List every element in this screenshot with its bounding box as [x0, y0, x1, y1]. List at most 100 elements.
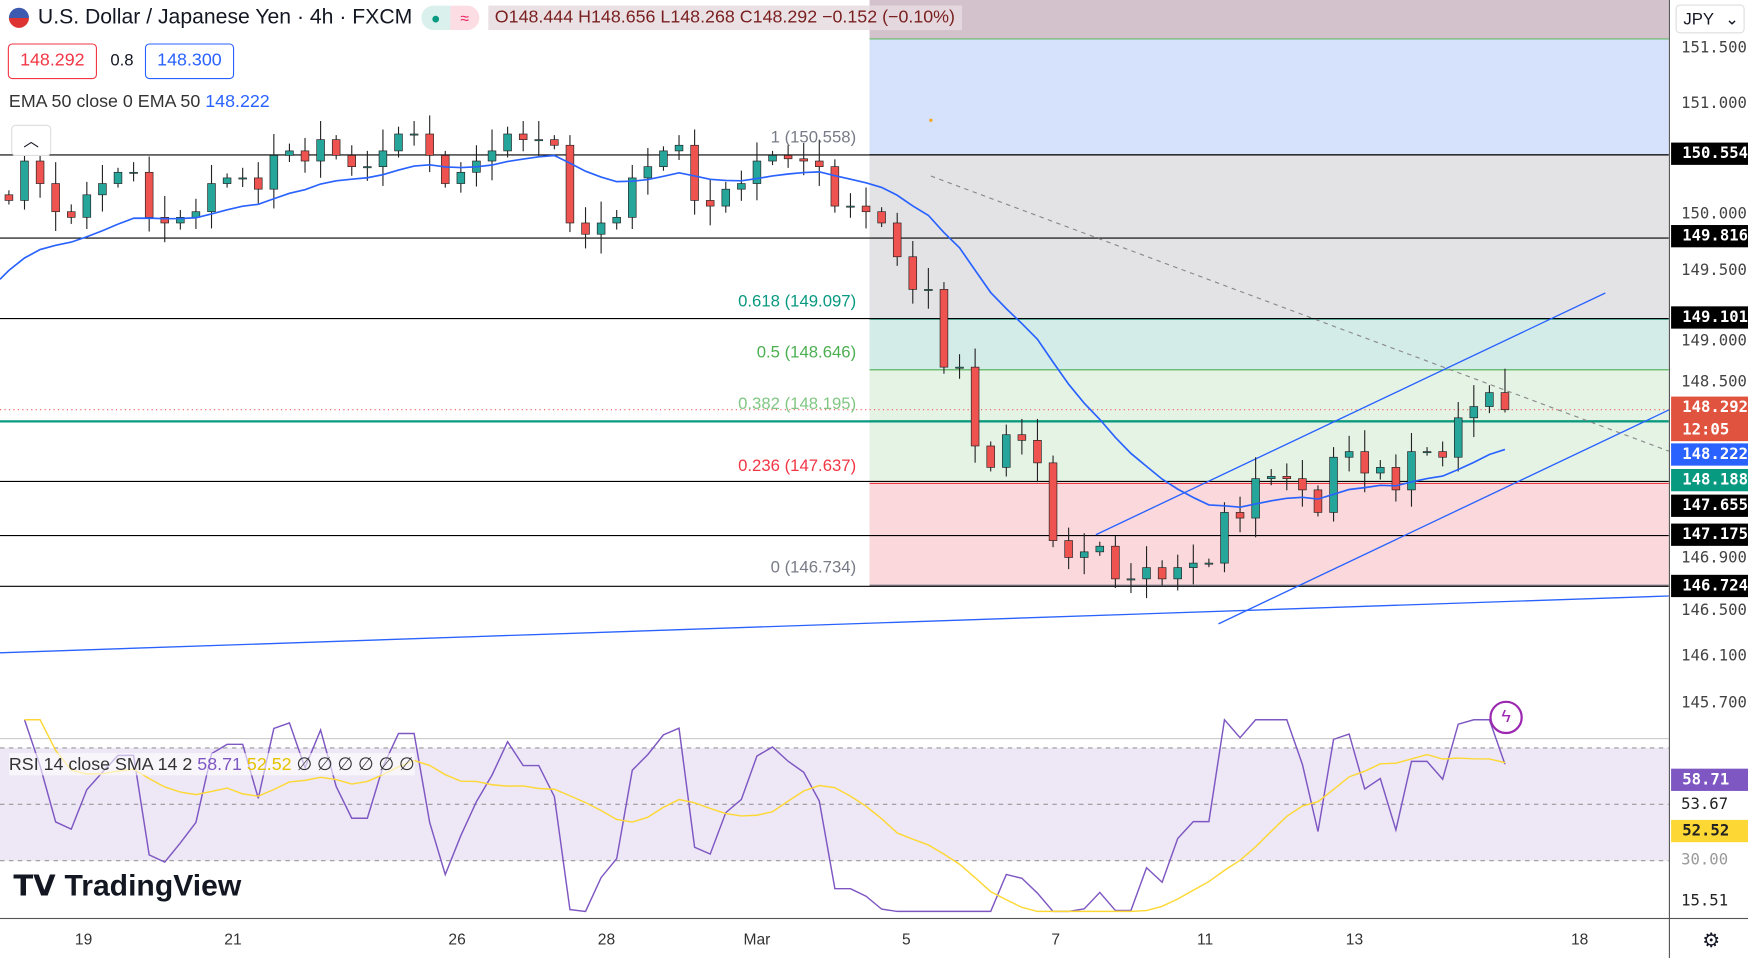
approx-icon: ≈	[450, 5, 480, 31]
candle-body	[1469, 406, 1479, 419]
candle-body	[799, 158, 808, 162]
channel-lower-line	[1218, 409, 1670, 625]
spread: 0.8	[110, 51, 134, 71]
lightning-icon[interactable]: ϟ	[1489, 700, 1523, 735]
price-level-tag: 147.655	[1671, 494, 1748, 517]
candle-body	[1360, 451, 1369, 474]
candle-body	[1002, 434, 1011, 468]
candle-body	[1391, 467, 1401, 491]
candle-body	[1407, 451, 1416, 491]
candle-body	[1142, 567, 1151, 580]
candle-body	[4, 194, 14, 201]
price-tick-label: 146.500	[1681, 601, 1747, 620]
price-tick-label: 148.500	[1681, 373, 1747, 392]
market-open-dot-icon: ●	[421, 5, 451, 31]
candle-body	[394, 133, 403, 152]
date-tick-label: 18	[1570, 930, 1589, 949]
candle-body	[1266, 476, 1276, 479]
candle-body	[160, 217, 169, 224]
candle-body	[1048, 462, 1058, 541]
candle-body	[441, 155, 450, 184]
candle-body	[285, 150, 294, 156]
candle-body	[737, 183, 746, 190]
fib-label: 0.5 (148.646)	[756, 343, 857, 363]
candle-body	[1251, 478, 1260, 519]
candle-body	[970, 366, 980, 447]
candle-body	[1282, 476, 1292, 479]
fib-label: 0 (146.734)	[770, 558, 857, 578]
time-axis[interactable]	[0, 917, 1748, 920]
rsi-legend[interactable]: RSI 14 close SMA 14 2 58.71 52.52 ∅ ∅ ∅ …	[8, 753, 415, 776]
sell-price-button[interactable]: 148.292	[7, 43, 97, 80]
candle-body	[98, 183, 107, 196]
candle-body	[207, 183, 216, 213]
fib-label: 0.618 (149.097)	[738, 292, 857, 312]
price-tick-label: 146.100	[1681, 647, 1747, 666]
candle-body	[1173, 567, 1182, 580]
candle-body	[830, 166, 840, 207]
candle-body	[955, 366, 964, 369]
candle-body	[783, 155, 793, 160]
fib-zone-1272	[869, 38, 1669, 155]
candle-body	[674, 144, 684, 152]
candle-body	[331, 139, 341, 156]
market-status[interactable]: ● ≈	[421, 5, 480, 31]
candle-body	[425, 133, 434, 156]
collapse-legend-button[interactable]: ︿	[11, 124, 52, 156]
candle-body	[924, 289, 933, 291]
candle-body	[1017, 434, 1027, 441]
candle-body	[550, 139, 559, 146]
settings-icon[interactable]: ⚙	[1702, 929, 1721, 952]
candle-body	[300, 150, 310, 162]
ema-legend[interactable]: EMA 50 close 0 EMA 50 148.222	[8, 92, 270, 112]
date-tick-label: Mar	[743, 930, 771, 949]
rsi-line	[23, 718, 1506, 913]
candle-body	[1033, 440, 1042, 464]
candle-body	[129, 171, 138, 174]
candle-body	[1422, 451, 1432, 454]
candle-body	[1344, 451, 1354, 458]
candle-body	[534, 139, 544, 142]
candle-body	[659, 150, 668, 167]
candle-body	[877, 211, 886, 224]
rsi-value-tag: 58.71	[1671, 768, 1748, 791]
candle-body	[1157, 567, 1167, 580]
ohlc-readout: O148.444 H148.656 L148.268 C148.292 −0.1…	[488, 5, 962, 31]
price-tick-label: 149.500	[1681, 261, 1747, 280]
tradingview-logo[interactable]: 𝗧𝗩 TradingView	[13, 868, 242, 903]
candle-body	[1500, 392, 1510, 411]
price-level-tag: 149.101	[1671, 306, 1748, 329]
chevron-down-icon: ⌄	[1725, 10, 1740, 29]
rsi-sma-line	[24, 719, 1506, 913]
price-level-tag: 149.816	[1671, 225, 1748, 248]
price-level-tag: 147.175	[1671, 523, 1748, 546]
candle-body	[939, 289, 949, 368]
currency-select[interactable]: JPY ⌄	[1675, 4, 1745, 34]
rsi-mid-label: 53.67	[1681, 795, 1729, 814]
date-tick-label: 19	[74, 930, 93, 949]
candle-body	[721, 188, 731, 207]
price-axis[interactable]: JPY ⌄ 151.500 151.000 150.000 149.500 149.000…	[1668, 0, 1748, 958]
candle-body	[1438, 451, 1447, 458]
candle-body	[254, 177, 263, 190]
candle-body	[815, 160, 824, 167]
candle-body	[768, 155, 777, 162]
dashed-trendline	[930, 175, 1670, 452]
candle-body	[238, 177, 247, 180]
date-tick-label: 26	[448, 930, 466, 949]
candle-body	[1298, 478, 1307, 491]
candle-body	[51, 183, 60, 213]
fib-zone-0618-05	[869, 319, 1669, 370]
buy-price-button[interactable]: 148.300	[144, 43, 234, 80]
fib-zone-1-0618	[869, 154, 1669, 320]
candle-body	[176, 217, 185, 224]
candle-body	[1453, 417, 1463, 458]
date-tick-label: 7	[1051, 930, 1061, 949]
ema-price-tag: 148.222	[1671, 443, 1748, 466]
candle-body	[1064, 540, 1073, 558]
fib-zone-top	[869, 0, 1669, 39]
candle-body	[596, 222, 606, 235]
symbol-title[interactable]: U.S. Dollar / Japanese Yen · 4h · FXCM	[37, 5, 413, 29]
candle-body	[1220, 512, 1229, 564]
